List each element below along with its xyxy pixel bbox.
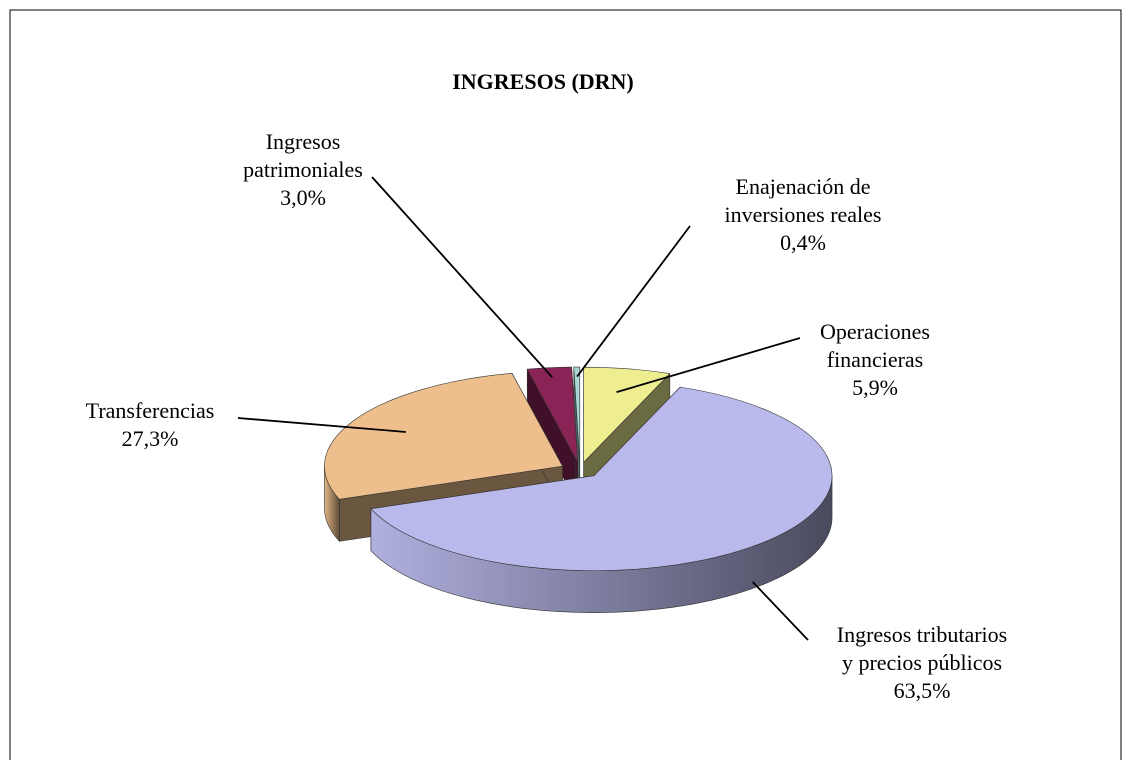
leader-line xyxy=(576,225,691,378)
category-label: Ingresos tributarios y precios públicos xyxy=(836,622,1008,675)
data-label: Operaciones financieras 5,9% xyxy=(820,318,930,402)
chart-title: INGRESOS (DRN) xyxy=(452,69,634,94)
data-label: Transferencias 27,3% xyxy=(86,397,215,453)
slice xyxy=(324,373,563,500)
slice xyxy=(370,386,833,571)
value-label: 3,0% xyxy=(280,185,326,210)
value-label: 5,9% xyxy=(852,375,898,400)
leader-line xyxy=(371,176,553,378)
value-label: 63,5% xyxy=(893,678,951,703)
frame xyxy=(9,9,1122,760)
category-label: Operaciones financieras xyxy=(820,319,930,372)
category-label: Ingresos patrimoniales xyxy=(243,129,363,182)
value-label: 27,3% xyxy=(121,426,179,451)
value-label: 0,4% xyxy=(780,230,826,255)
slice xyxy=(573,366,581,463)
slice xyxy=(526,366,578,463)
leader-line xyxy=(616,337,801,393)
data-label: Enajenación de inversiones reales 0,4% xyxy=(725,173,882,257)
category-label: Transferencias xyxy=(85,398,215,423)
data-label: Ingresos patrimoniales 3,0% xyxy=(243,128,363,212)
leader-line xyxy=(752,581,809,641)
leader-line xyxy=(237,417,406,433)
category-label: Enajenación de inversiones reales xyxy=(724,174,882,227)
data-label: Ingresos tributarios y precios públicos 6… xyxy=(837,621,1007,705)
